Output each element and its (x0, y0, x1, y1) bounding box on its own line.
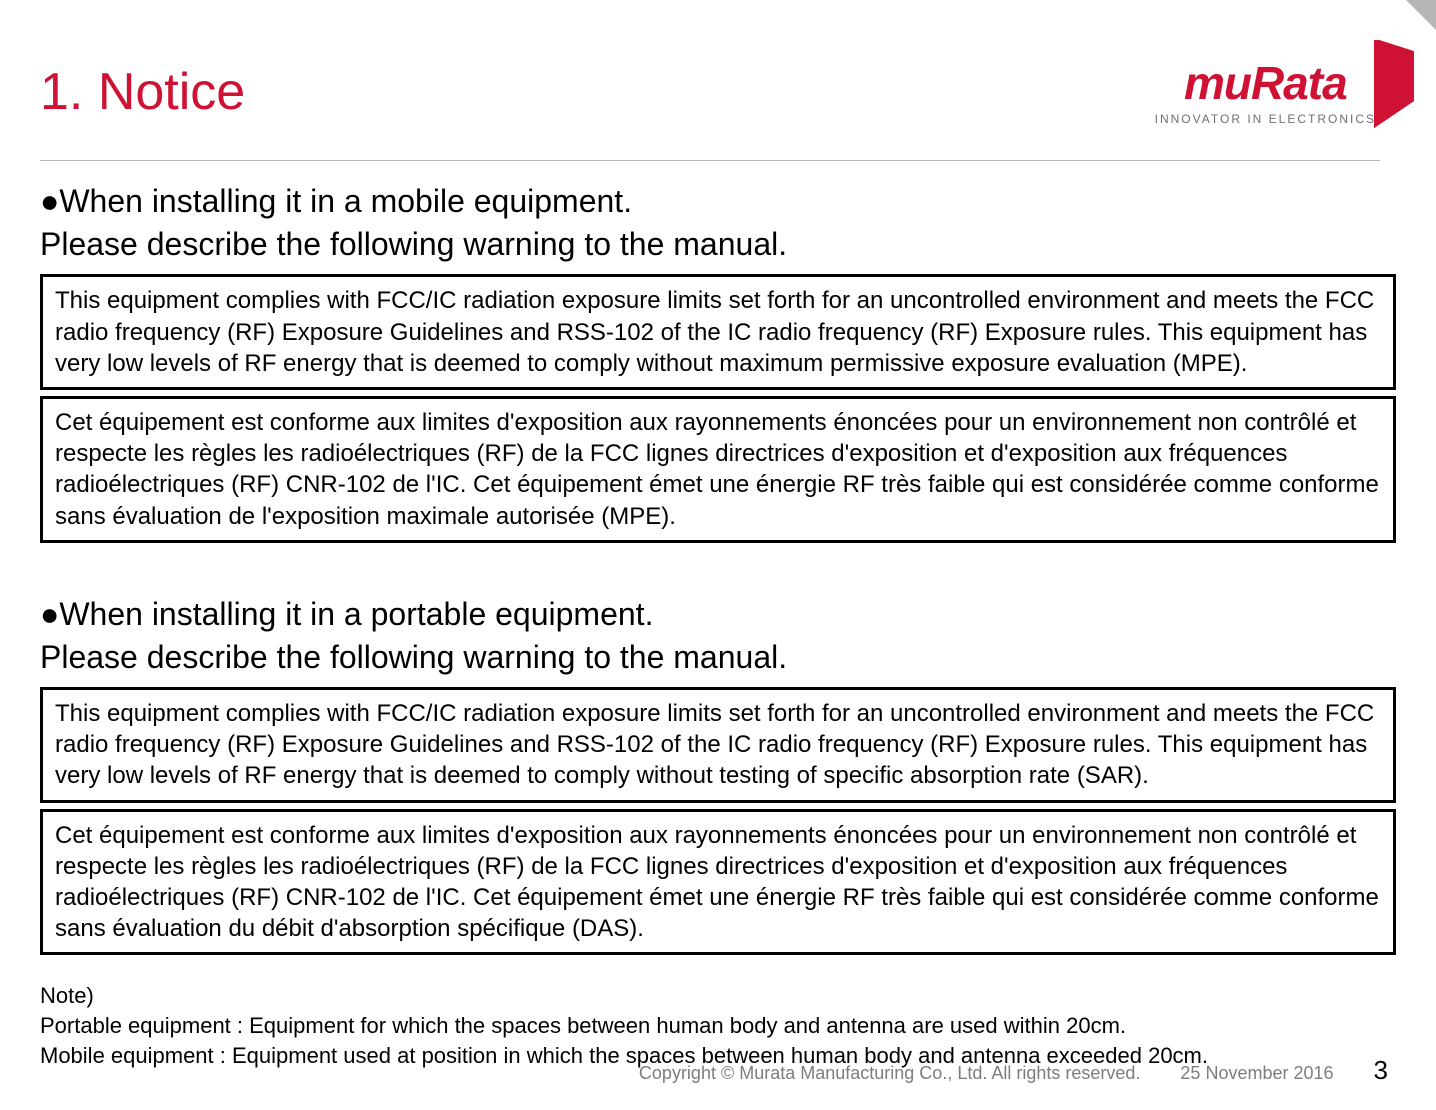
section1-box-fr: Cet équipement est conforme aux limites … (40, 396, 1396, 543)
footer-page-number: 3 (1374, 1055, 1388, 1086)
content-area: ●When installing it in a mobile equipmen… (40, 180, 1396, 1070)
footer-copyright: Copyright © Murata Manufacturing Co., Lt… (639, 1063, 1141, 1084)
horizontal-rule (40, 160, 1380, 161)
section2-bullet: ●When installing it in a portable equipm… (40, 593, 1396, 636)
logo-wordmark: muRata (1155, 56, 1376, 110)
slide: 1. Notice muRata INNOVATOR IN ELECTRONIC… (0, 0, 1436, 1110)
section2-subhead: Please describe the following warning to… (40, 636, 1396, 679)
logo-tagline: INNOVATOR IN ELECTRONICS (1155, 112, 1376, 126)
footer-date: 25 November 2016 (1180, 1063, 1333, 1084)
logo: muRata INNOVATOR IN ELECTRONICS (1155, 56, 1376, 126)
section1-bullet: ●When installing it in a mobile equipmen… (40, 180, 1396, 223)
note-line1: Portable equipment : Equipment for which… (40, 1011, 1396, 1041)
section1-subhead: Please describe the following warning to… (40, 223, 1396, 266)
section2-box-fr: Cet équipement est conforme aux limites … (40, 809, 1396, 956)
page-title: 1. Notice (40, 62, 245, 122)
spacer (40, 549, 1396, 593)
note-head: Note) (40, 981, 1396, 1011)
section1-box-en: This equipment complies with FCC/IC radi… (40, 274, 1396, 390)
section2-box-en: This equipment complies with FCC/IC radi… (40, 687, 1396, 803)
footer: Copyright © Murata Manufacturing Co., Lt… (639, 1055, 1388, 1086)
